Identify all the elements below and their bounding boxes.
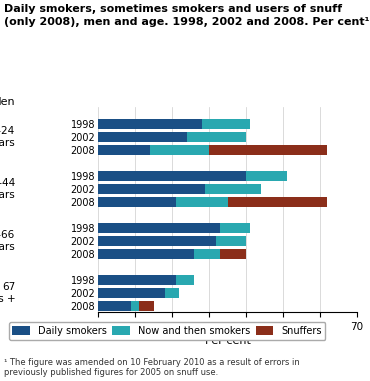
Bar xyxy=(98,288,165,298)
Bar xyxy=(165,288,179,298)
Bar xyxy=(202,118,250,130)
X-axis label: Per cent: Per cent xyxy=(205,336,250,346)
Bar xyxy=(131,301,139,311)
Text: Daily smokers, sometimes smokers and users of snuff: Daily smokers, sometimes smokers and use… xyxy=(4,4,342,14)
Text: Men: Men xyxy=(0,97,15,107)
Text: 25-44
years: 25-44 years xyxy=(0,178,15,200)
Bar xyxy=(98,184,205,194)
Bar xyxy=(228,197,327,207)
Text: (only 2008), men and age. 1998, 2002 and 2008. Per cent¹: (only 2008), men and age. 1998, 2002 and… xyxy=(4,17,369,27)
Bar xyxy=(176,197,228,207)
Bar xyxy=(150,144,209,155)
Bar xyxy=(98,144,150,155)
Bar xyxy=(209,144,327,155)
Bar xyxy=(98,301,131,311)
Bar xyxy=(194,248,220,259)
Bar xyxy=(98,131,187,142)
Text: 45-66
years: 45-66 years xyxy=(0,230,15,252)
Bar xyxy=(98,235,216,247)
Legend: Daily smokers, Now and then smokers, Snuffers: Daily smokers, Now and then smokers, Snu… xyxy=(9,322,326,340)
Bar xyxy=(98,197,176,207)
Bar xyxy=(176,275,194,285)
Text: 67
years +: 67 years + xyxy=(0,282,15,304)
Text: 16-24
years: 16-24 years xyxy=(0,126,15,148)
Bar xyxy=(98,223,220,234)
Bar xyxy=(98,248,194,259)
Bar xyxy=(98,118,202,130)
Bar xyxy=(139,301,154,311)
Bar xyxy=(98,171,246,181)
Bar xyxy=(220,223,250,234)
Bar xyxy=(205,184,261,194)
Bar xyxy=(98,275,176,285)
Bar xyxy=(220,248,246,259)
Bar xyxy=(246,171,287,181)
Text: ¹ The figure was amended on 10 February 2010 as a result of errors in
previously: ¹ The figure was amended on 10 February … xyxy=(4,358,299,377)
Bar xyxy=(187,131,246,142)
Bar xyxy=(216,235,246,247)
